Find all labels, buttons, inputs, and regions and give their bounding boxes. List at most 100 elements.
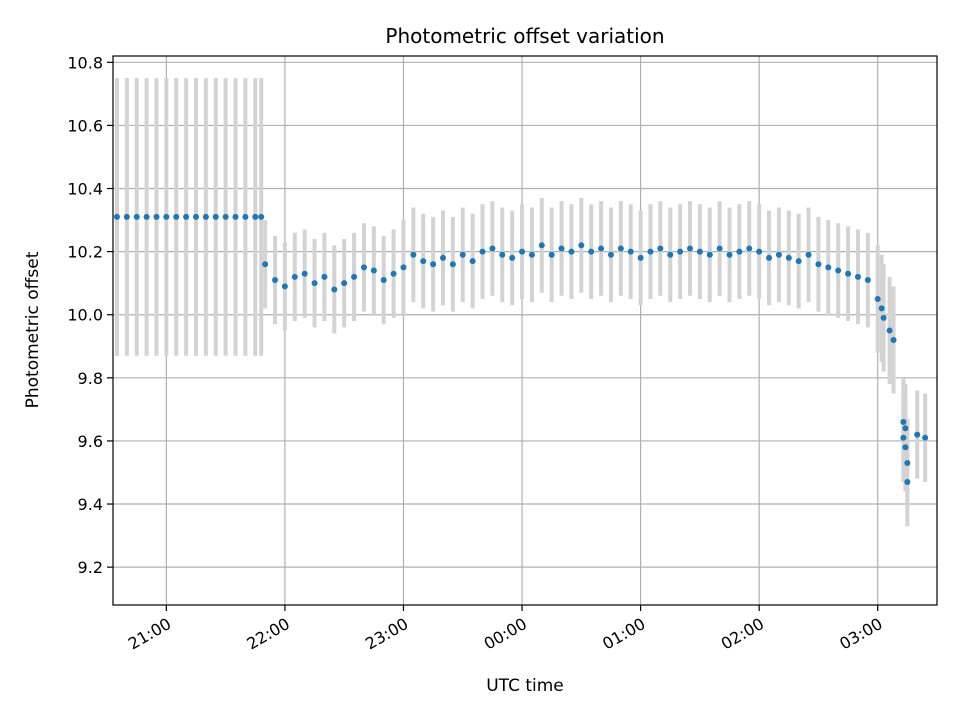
data-point xyxy=(880,314,887,321)
data-point xyxy=(900,434,907,441)
data-point xyxy=(548,251,555,258)
data-point xyxy=(192,213,199,220)
data-point xyxy=(686,245,693,252)
data-point xyxy=(370,267,377,274)
data-point xyxy=(878,305,885,312)
data-point xyxy=(212,213,219,220)
data-point xyxy=(716,245,723,252)
data-point xyxy=(459,251,466,258)
data-point xyxy=(133,213,140,220)
data-point xyxy=(528,251,535,258)
data-point xyxy=(538,242,545,249)
data-point xyxy=(874,295,881,302)
y-tick-label: 10.0 xyxy=(67,306,103,325)
data-point xyxy=(746,245,753,252)
data-point xyxy=(904,460,911,467)
data-point xyxy=(252,213,259,220)
data-point xyxy=(637,254,644,261)
data-point xyxy=(904,478,911,485)
data-point xyxy=(627,248,634,255)
data-point xyxy=(914,431,921,438)
data-point xyxy=(301,270,308,277)
data-point xyxy=(281,283,288,290)
data-point xyxy=(886,327,893,334)
y-tick-label: 10.4 xyxy=(67,180,103,199)
data-point xyxy=(272,277,279,284)
data-point xyxy=(163,213,170,220)
data-point xyxy=(499,251,506,258)
data-point xyxy=(647,248,654,255)
data-point xyxy=(242,213,249,220)
data-point xyxy=(766,254,773,261)
data-point xyxy=(922,434,929,441)
data-point xyxy=(795,258,802,265)
data-point xyxy=(902,444,909,451)
data-point xyxy=(258,213,265,220)
data-point xyxy=(558,245,565,252)
data-point xyxy=(222,213,229,220)
data-point xyxy=(706,251,713,258)
data-point xyxy=(677,248,684,255)
data-point xyxy=(667,251,674,258)
data-point xyxy=(351,273,358,280)
data-point xyxy=(617,245,624,252)
data-point xyxy=(420,258,427,265)
data-point xyxy=(845,270,852,277)
data-point xyxy=(902,425,909,432)
plot-frame xyxy=(112,55,938,606)
data-point xyxy=(900,419,907,425)
y-tick-label: 9.6 xyxy=(78,432,103,451)
data-points xyxy=(113,213,929,485)
data-point xyxy=(479,248,486,255)
data-point xyxy=(360,264,367,271)
data-point xyxy=(311,280,318,287)
data-point xyxy=(113,213,120,220)
data-point xyxy=(380,277,387,284)
y-axis-ticks: 9.2 9.4 9.6 9.8 10.0 10.2 10.4 10.6 10.8 xyxy=(67,53,113,577)
y-tick-label: 9.4 xyxy=(78,495,103,514)
data-point xyxy=(449,261,456,268)
data-point xyxy=(202,213,209,220)
y-tick-label: 10.2 xyxy=(67,243,103,262)
data-point xyxy=(469,258,476,265)
data-point xyxy=(825,264,832,271)
data-point xyxy=(864,277,871,284)
data-point xyxy=(143,213,150,220)
data-point xyxy=(805,251,812,258)
data-point xyxy=(890,336,897,343)
data-point xyxy=(519,248,526,255)
data-point xyxy=(588,248,595,255)
data-point xyxy=(785,254,792,261)
data-point xyxy=(232,213,239,220)
data-point xyxy=(390,270,397,277)
data-point xyxy=(321,273,328,280)
data-point xyxy=(607,251,614,258)
data-point xyxy=(815,261,822,268)
chart-title: Photometric offset variation xyxy=(385,24,664,48)
data-point xyxy=(173,213,180,220)
y-tick-label: 9.8 xyxy=(78,369,103,388)
x-axis-title: UTC time xyxy=(486,676,564,696)
y-tick-label: 10.6 xyxy=(67,116,103,135)
y-axis-title: Photometric offset xyxy=(23,251,43,408)
data-point xyxy=(153,213,160,220)
data-point xyxy=(509,254,516,261)
data-point xyxy=(183,213,190,220)
data-point xyxy=(291,273,298,280)
data-point xyxy=(835,267,842,274)
y-tick-label: 10.8 xyxy=(67,53,103,72)
data-point xyxy=(568,248,575,255)
data-point xyxy=(410,251,417,258)
data-point xyxy=(123,213,130,220)
data-point xyxy=(775,251,782,258)
data-point xyxy=(489,245,496,252)
data-point xyxy=(341,280,348,287)
data-point xyxy=(657,245,664,252)
data-point xyxy=(696,248,703,255)
data-point xyxy=(578,242,585,249)
data-point xyxy=(430,261,437,268)
data-point xyxy=(854,273,861,280)
data-point xyxy=(736,248,743,255)
